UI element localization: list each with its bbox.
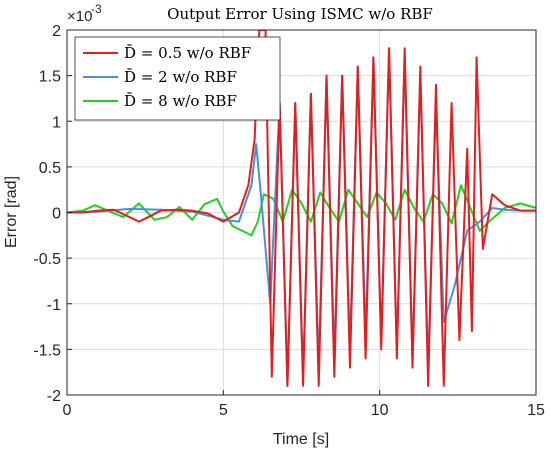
x-tick-label: 15: [527, 402, 545, 419]
series-line-1: [67, 30, 536, 387]
chart-title: Output Error Using ISMC w/o RBF: [167, 5, 433, 23]
series-layer: [67, 30, 536, 387]
x-tick-label: 0: [63, 402, 72, 419]
y-tick-label: 1: [52, 114, 61, 131]
y-exponent: ×10 -3: [67, 2, 102, 25]
y-tick-label: -1: [47, 297, 61, 314]
x-axis-label: Time [s]: [273, 431, 329, 448]
legend-box: [74, 36, 281, 121]
legend: D̄ = 0.5 w/o RBF D̄ = 2 w/o RBF D̄ = 8 w/o…: [74, 36, 281, 121]
legend-label: D̄ = 8 w/o RBF: [124, 92, 237, 110]
y-tick-label: -0.5: [33, 251, 61, 268]
y-exponent-power: -3: [91, 2, 102, 16]
y-tick-label: -2: [47, 388, 61, 405]
legend-label: D̄ = 2 w/o RBF: [124, 68, 237, 86]
y-tick-label: 0: [52, 206, 61, 223]
y-tick-label: -1.5: [33, 342, 61, 359]
y-exponent-base: ×10: [67, 8, 92, 25]
x-tick-label: 10: [371, 402, 389, 419]
x-tick-label: 5: [219, 402, 228, 419]
y-tick-label: 1.5: [39, 69, 61, 86]
y-axis-label: Error [rad]: [3, 176, 20, 248]
tick-layer: 0 5 10 15 -2 -1.5 -1 -0.5 0 0.5 1 1.5 2: [33, 23, 545, 419]
y-tick-label: 0.5: [39, 160, 61, 177]
y-tick-label: 2: [52, 23, 61, 40]
legend-label: D̄ = 0.5 w/o RBF: [124, 44, 251, 62]
